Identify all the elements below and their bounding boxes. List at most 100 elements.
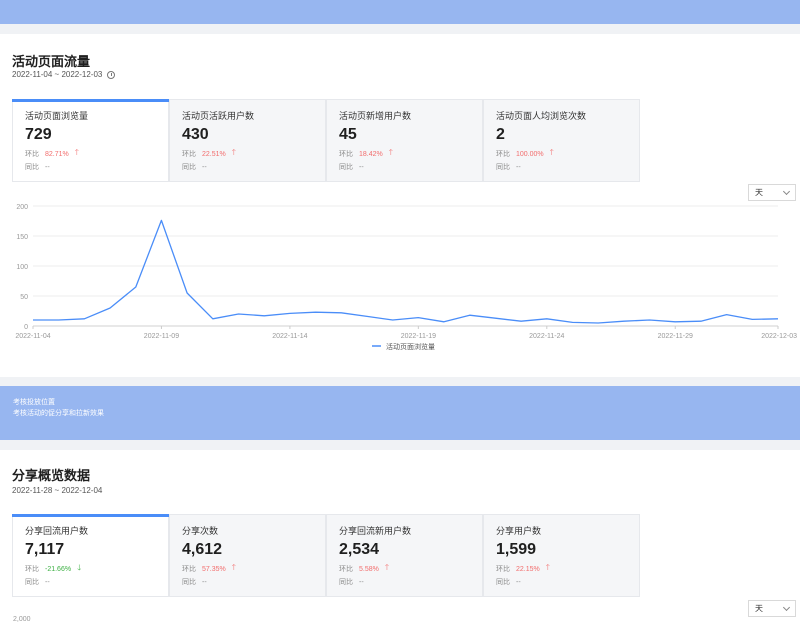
mom-percent: 57.35% (202, 565, 226, 573)
metric-label: 分享回流用户数 (25, 526, 89, 536)
mom-row: 环比 82.71% 🡑 (25, 147, 156, 161)
metric-card-views-per-user[interactable]: 活动页面人均浏览次数 2 环比 100.00% 🡑 同比 -- (483, 99, 640, 182)
y-tick-label: 0 (24, 324, 28, 331)
metric-value: 4,612 (182, 541, 223, 558)
mom-label: 环比 (182, 566, 196, 573)
yoy-row: 同比 -- (339, 577, 470, 587)
x-tick-label: 2022-11-09 (144, 333, 179, 340)
arrow-up-icon: 🡑 (549, 148, 554, 157)
metric-label: 活动页活跃用户数 (182, 111, 255, 121)
metric-card-share-users[interactable]: 分享用户数 1,599 环比 22.15% 🡑 同比 -- (483, 514, 640, 597)
yoy-value: -- (45, 578, 50, 586)
granularity-select[interactable]: 天 (748, 184, 796, 201)
granularity-value: 天 (755, 604, 763, 613)
x-tick-label: 2022-11-29 (658, 333, 693, 340)
yoy-label: 同比 (496, 164, 510, 171)
chart-y-tick-top: 2,000 (13, 616, 31, 623)
info-banner: 考核投放位置 考核活动的促分享和拉新效果 (0, 386, 800, 440)
metric-cards: 活动页面浏览量 729 环比 82.71% 🡑 同比 -- 活动页活跃用户数 430 … (12, 99, 640, 182)
metric-label: 活动页新增用户数 (339, 111, 412, 121)
yoy-label: 同比 (25, 164, 39, 171)
y-tick-label: 50 (20, 294, 28, 301)
metric-card-share-return-new-users[interactable]: 分享回流新用户数 2,534 环比 5.58% 🡑 同比 -- (326, 514, 483, 597)
metric-card-page-views[interactable]: 活动页面浏览量 729 环比 82.71% 🡑 同比 -- (12, 99, 169, 182)
x-tick-label: 2022-11-19 (401, 333, 436, 340)
mom-percent: 82.71% (45, 150, 69, 158)
metric-value: 729 (25, 126, 52, 143)
date-range[interactable]: 2022-11-04 ~ 2022-12-03 (12, 70, 116, 79)
date-range-text: 2022-11-04 ~ 2022-12-03 (12, 70, 103, 79)
mom-row: 环比 22.51% 🡑 (182, 147, 313, 161)
x-tick-label: 2022-12-03 (761, 333, 797, 340)
mom-label: 环比 (339, 566, 353, 573)
arrow-up-icon: 🡑 (74, 148, 79, 157)
arrow-down-icon: 🡓 (77, 563, 82, 572)
metric-value: 2 (496, 126, 505, 143)
x-tick-label: 2022-11-24 (529, 333, 564, 340)
yoy-value: -- (516, 578, 521, 586)
yoy-row: 同比 -- (25, 577, 156, 587)
yoy-label: 同比 (339, 164, 353, 171)
yoy-row: 同比 -- (339, 162, 470, 172)
mom-label: 环比 (496, 151, 510, 158)
mom-label: 环比 (25, 566, 39, 573)
mom-row: 环比 57.35% 🡑 (182, 562, 313, 576)
traffic-line-chart: 0 50 100 150 200 2022-11-04 2022-11-09 2022-11-… (15, 204, 797, 351)
top-banner (0, 0, 800, 24)
mom-percent: 18.42% (359, 150, 383, 158)
yoy-value: -- (359, 578, 364, 586)
metric-value: 430 (182, 126, 209, 143)
yoy-value: -- (202, 578, 207, 586)
metric-value: 7,117 (25, 541, 65, 558)
metric-label: 活动页面浏览量 (25, 111, 89, 121)
banner-line-1: 考核投放位置 (13, 399, 55, 406)
yoy-label: 同比 (339, 579, 353, 586)
metric-label: 分享次数 (182, 526, 219, 536)
metric-card-active-users[interactable]: 活动页活跃用户数 430 环比 22.51% 🡑 同比 -- (169, 99, 326, 182)
legend-label: 活动页面浏览量 (386, 342, 435, 351)
metric-label: 分享用户数 (496, 526, 542, 536)
metric-card-new-users[interactable]: 活动页新增用户数 45 环比 18.42% 🡑 同比 -- (326, 99, 483, 182)
yoy-row: 同比 -- (496, 162, 627, 172)
yoy-row: 同比 -- (182, 162, 313, 172)
arrow-up-icon: 🡑 (231, 148, 236, 157)
mom-label: 环比 (182, 151, 196, 158)
yoy-row: 同比 -- (182, 577, 313, 587)
yoy-row: 同比 -- (496, 577, 627, 587)
y-tick-label: 200 (16, 204, 28, 211)
x-tick-label: 2022-11-04 (15, 333, 50, 340)
yoy-label: 同比 (182, 579, 196, 586)
date-range[interactable]: 2022-11-28 ~ 2022-12-04 (12, 486, 102, 495)
metric-value: 2,534 (339, 541, 380, 558)
yoy-label: 同比 (182, 164, 196, 171)
metric-card-share-return-users[interactable]: 分享回流用户数 7,117 环比 -21.66% 🡓 同比 -- (12, 514, 169, 597)
clock-icon (107, 70, 116, 79)
mom-label: 环比 (496, 566, 510, 573)
date-range-text: 2022-11-28 ~ 2022-12-04 (12, 486, 103, 495)
metric-card-share-count[interactable]: 分享次数 4,612 环比 57.35% 🡑 同比 -- (169, 514, 326, 597)
arrow-up-icon: 🡑 (231, 563, 236, 572)
yoy-row: 同比 -- (25, 162, 156, 172)
yoy-value: -- (202, 163, 207, 171)
mom-row: 环比 100.00% 🡑 (496, 147, 627, 161)
yoy-value: -- (516, 163, 521, 171)
yoy-value: -- (45, 163, 50, 171)
mom-row: 环比 18.42% 🡑 (339, 147, 470, 161)
granularity-value: 天 (755, 188, 763, 197)
metric-label: 分享回流新用户数 (339, 526, 412, 536)
mom-label: 环比 (339, 151, 353, 158)
metric-cards: 分享回流用户数 7,117 环比 -21.66% 🡓 同比 -- 分享次数 4,612… (12, 514, 640, 597)
series-line (33, 219, 779, 324)
yoy-value: -- (359, 163, 364, 171)
share-panel: 分享概览数据 2022-11-28 ~ 2022-12-04 分享回流用户数 7… (0, 450, 800, 642)
banner-line-2: 考核活动的促分享和拉新效果 (13, 410, 104, 417)
mom-percent: -21.66% (45, 565, 72, 573)
section-title: 活动页面流量 (12, 54, 91, 69)
arrow-up-icon: 🡑 (388, 148, 393, 157)
granularity-select[interactable]: 天 (748, 600, 796, 617)
arrow-up-icon: 🡑 (545, 563, 550, 572)
metric-label: 活动页面人均浏览次数 (496, 111, 587, 121)
mom-row: 环比 5.58% 🡑 (339, 562, 470, 576)
mom-row: 环比 22.15% 🡑 (496, 562, 627, 576)
metric-value: 45 (339, 126, 357, 143)
